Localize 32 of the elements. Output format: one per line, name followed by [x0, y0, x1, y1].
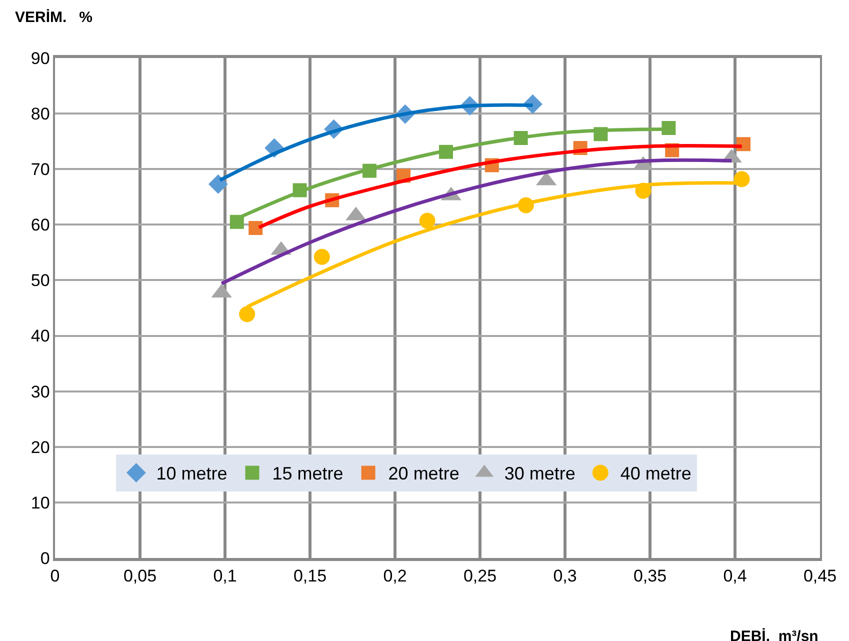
x-tick-label: 0,05 — [123, 566, 157, 586]
point — [248, 221, 263, 235]
legend-label: 30 metre — [504, 464, 576, 484]
y-tick-label: 0 — [40, 548, 50, 568]
x-tick-label: 0,15 — [293, 566, 327, 586]
y-tick-label: 10 — [30, 493, 50, 512]
y-axis-title: VERİM. % — [15, 9, 93, 26]
legend-label: 40 metre — [620, 464, 692, 484]
x-tick-label: 0,35 — [633, 566, 667, 586]
y-tick-label: 50 — [30, 271, 50, 290]
point — [239, 306, 256, 322]
legend-label: 20 metre — [388, 464, 460, 484]
x-tick-label: 0,25 — [463, 566, 497, 586]
x-tick-label: 0,1 — [213, 566, 237, 586]
point — [736, 137, 750, 152]
point — [419, 212, 436, 229]
x-tick-label: 0,45 — [803, 566, 837, 586]
x-axis-title: DEBİ. m³/sn — [730, 628, 818, 641]
y-tick-label: 80 — [30, 104, 50, 124]
point — [208, 174, 228, 194]
y-tick-label: 90 — [30, 48, 50, 68]
y-tick-label: 60 — [30, 216, 50, 235]
x-tick-label: 0,3 — [553, 566, 577, 586]
y-tick-label: 20 — [30, 438, 50, 457]
legend-label: 10 metre — [156, 464, 228, 484]
x-tick-label: 0,4 — [723, 566, 747, 586]
legend-label: 15 metre — [272, 464, 344, 484]
y-tick-label: 40 — [30, 326, 50, 346]
x-tick-label: 0,2 — [383, 566, 407, 586]
point — [314, 248, 330, 265]
y-tick-label: 30 — [30, 382, 50, 402]
y-tick-label: 70 — [30, 160, 50, 180]
